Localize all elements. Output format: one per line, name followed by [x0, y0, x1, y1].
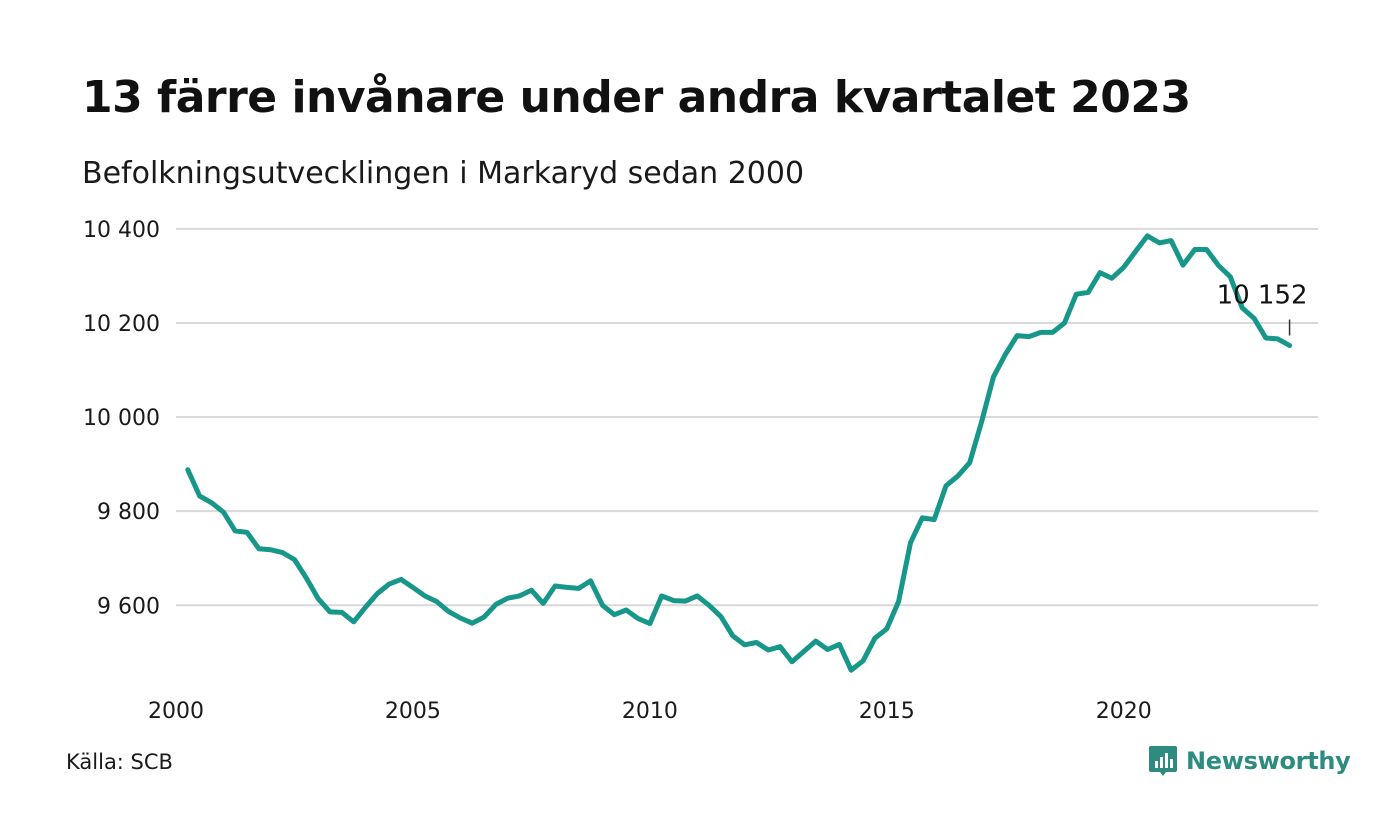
y-tick-label: 10 200: [83, 312, 160, 337]
brand-logo[interactable]: Newsworthy: [1148, 744, 1351, 778]
source-note: Källa: SCB: [66, 750, 173, 774]
y-axis-tick-labels: 9 600 9 800 10 000 10 200 10 400: [83, 218, 160, 619]
x-tick-label: 2005: [385, 699, 441, 724]
last-value-label: 10 152: [1217, 281, 1308, 311]
y-tick-label: 10 400: [83, 218, 160, 243]
y-tick-label: 9 800: [97, 500, 160, 525]
y-tick-label: 9 600: [97, 594, 160, 619]
chart-title: 13 färre invånare under andra kvartalet …: [82, 72, 1191, 123]
population-series-line: [185, 233, 1293, 673]
x-tick-label: 2010: [622, 699, 678, 724]
series-layer: [185, 233, 1293, 673]
x-tick-label: 2020: [1096, 699, 1152, 724]
annotation-layer: 10 152: [1217, 281, 1308, 336]
newsworthy-logo-icon: [1149, 746, 1177, 776]
chart-subtitle: Befolkningsutvecklingen i Markaryd sedan…: [82, 156, 805, 191]
y-tick-label: 10 000: [83, 406, 160, 431]
x-tick-label: 2000: [148, 699, 204, 724]
gridlines: [176, 227, 1318, 607]
brand-name: Newsworthy: [1186, 747, 1351, 775]
x-axis-tick-labels: 2000 2005 2010 2015 2020: [148, 699, 1152, 724]
x-tick-label: 2015: [859, 699, 915, 724]
